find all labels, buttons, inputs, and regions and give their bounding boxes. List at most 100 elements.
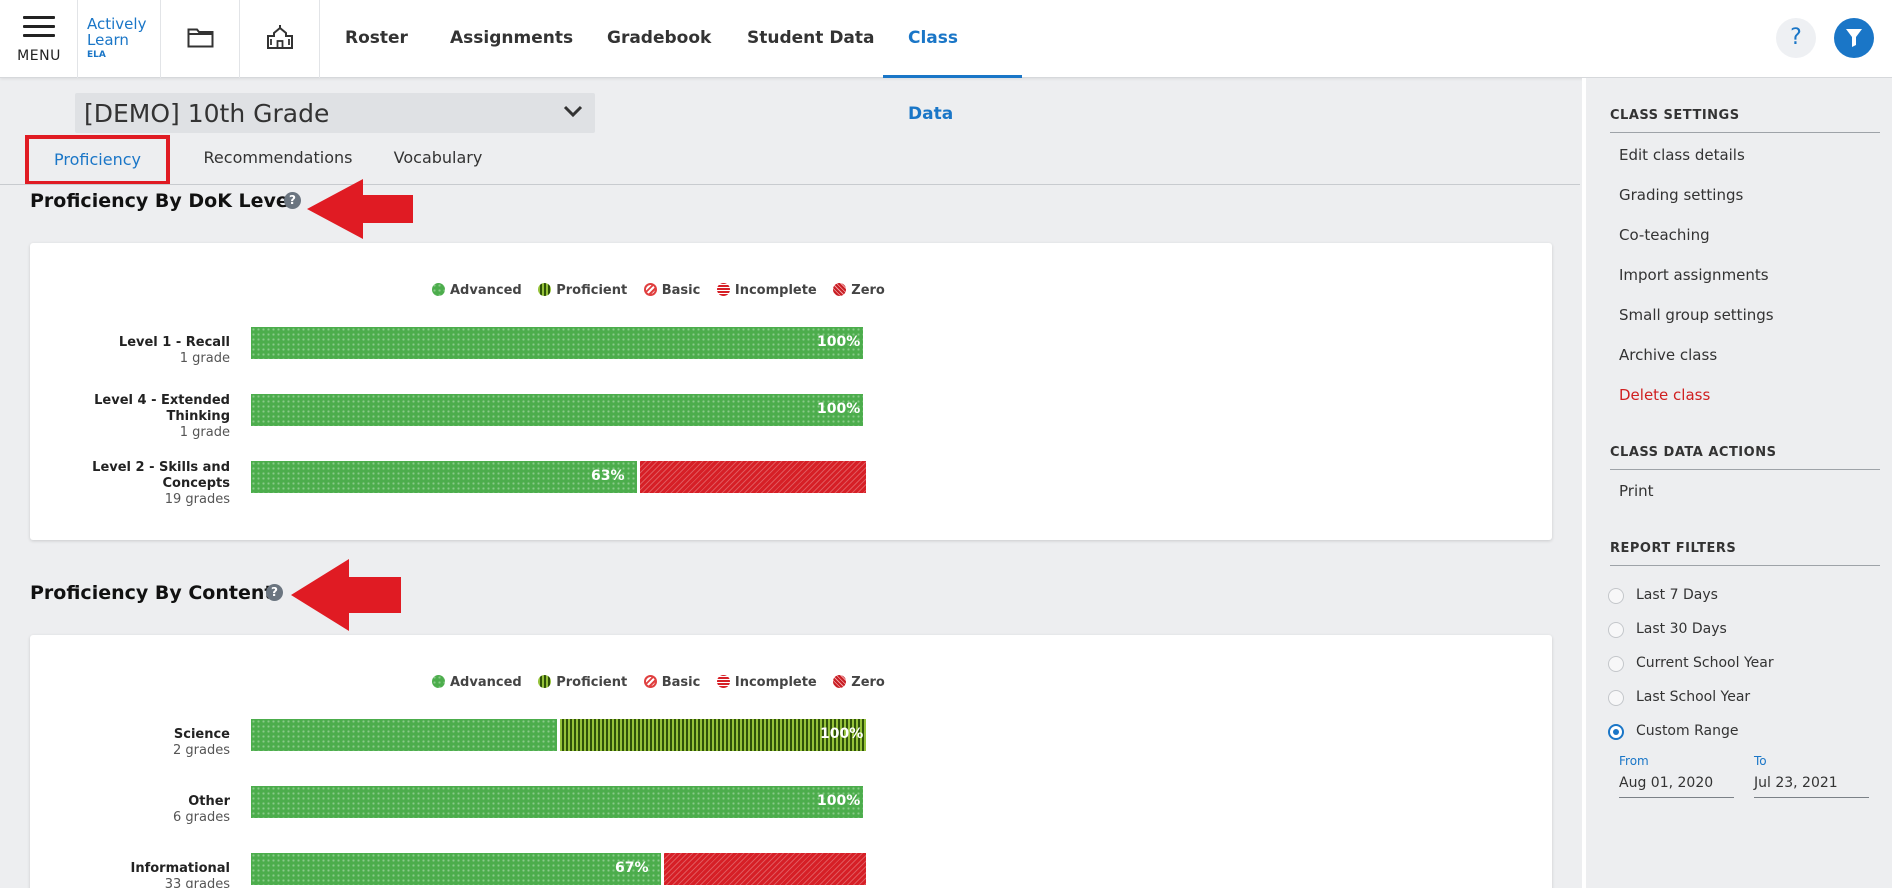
nav-gradebook[interactable]: Gradebook — [607, 28, 712, 48]
from-date-field[interactable]: Aug 01, 2020 — [1619, 775, 1734, 798]
legend-item-zero[interactable]: Zero — [833, 675, 885, 690]
filter-last-7-days-radio[interactable] — [1608, 588, 1624, 604]
legend-item-basic[interactable]: Basic — [643, 675, 700, 690]
tab-recommendations[interactable]: Recommendations — [203, 148, 353, 167]
tab-proficiency[interactable]: Proficiency — [25, 135, 170, 185]
dok-row-count: 1 grade — [179, 351, 230, 366]
content-row-count: 2 grades — [173, 743, 230, 758]
legend-item-advanced[interactable]: Advanced — [432, 675, 522, 690]
filter-last-school-year-radio[interactable] — [1608, 690, 1624, 706]
dok-bar[interactable]: 100% — [251, 394, 866, 426]
dok-row-label: Level 2 - Skills and Concepts 19 grades — [30, 460, 230, 508]
content-row-label: Other 6 grades — [30, 794, 230, 826]
dok-row-label: Level 4 - Extended Thinking 1 grade — [30, 393, 230, 441]
dok-legend: Advanced Proficient Basic Incomplete Zer… — [432, 283, 897, 298]
grading-settings-link[interactable]: Grading settings — [1619, 186, 1744, 204]
dok-section-title: Proficiency By DoK Level — [30, 190, 296, 212]
from-date-label: From — [1619, 754, 1649, 768]
content-row-count: 6 grades — [173, 810, 230, 825]
import-assignments-link[interactable]: Import assignments — [1619, 266, 1769, 284]
filter-last-7-days-label[interactable]: Last 7 Days — [1636, 587, 1718, 603]
content-bar[interactable]: 67% — [251, 853, 866, 885]
menu-button[interactable]: MENU — [0, 0, 78, 78]
filter-last-30-days-radio[interactable] — [1608, 622, 1624, 638]
content-bar[interactable]: 100% — [251, 719, 866, 751]
dok-bar[interactable]: 63% — [251, 461, 866, 493]
content-bar-segment-advanced[interactable] — [251, 853, 661, 885]
content-help-icon[interactable]: ? — [266, 584, 283, 601]
class-data-actions-heading: CLASS DATA ACTIONS — [1610, 445, 1880, 470]
library-button[interactable] — [162, 0, 240, 78]
delete-class-link[interactable]: Delete class — [1619, 386, 1711, 404]
red-arrow-annotation-icon — [307, 179, 413, 239]
content-row-count: 33 grades — [164, 877, 230, 888]
legend-item-incomplete[interactable]: Incomplete — [716, 675, 817, 690]
content-bar[interactable]: 100% — [251, 786, 866, 818]
help-button[interactable]: ? — [1776, 18, 1816, 58]
dok-row-count: 19 grades — [164, 492, 230, 507]
content-bar-percent-label: 100% — [820, 726, 864, 742]
legend-item-incomplete[interactable]: Incomplete — [716, 283, 817, 298]
filter-last-school-year-label[interactable]: Last School Year — [1636, 689, 1751, 705]
content-row-title: Informational — [130, 861, 231, 876]
filter-last-30-days-label[interactable]: Last 30 Days — [1636, 621, 1727, 637]
content-legend: Advanced Proficient Basic Incomplete Zer… — [432, 675, 897, 690]
filter-custom-range-label[interactable]: Custom Range — [1636, 723, 1739, 739]
dok-bar[interactable]: 100% — [251, 327, 866, 359]
dok-bar-segment-advanced[interactable] — [251, 461, 637, 493]
class-selector-dropdown[interactable]: [DEMO] 10th Grade — [75, 93, 595, 133]
content-row-label: Informational 33 grades — [30, 861, 231, 888]
to-date-field[interactable]: Jul 23, 2021 — [1754, 775, 1869, 798]
dok-row-title: Level 2 - Skills and Concepts — [92, 460, 230, 491]
content-proficiency-card: Advanced Proficient Basic Incomplete Zer… — [30, 635, 1552, 888]
folder-icon — [187, 28, 214, 48]
small-group-settings-link[interactable]: Small group settings — [1619, 306, 1774, 324]
legend-item-proficient[interactable]: Proficient — [538, 283, 627, 298]
co-teaching-link[interactable]: Co-teaching — [1619, 226, 1710, 244]
content-bar-percent-label: 100% — [817, 793, 861, 809]
school-button[interactable] — [240, 0, 320, 78]
dok-help-icon[interactable]: ? — [284, 192, 301, 209]
content-row-title: Science — [173, 727, 230, 742]
print-link[interactable]: Print — [1619, 482, 1654, 500]
content-row-label: Science 2 grades — [30, 727, 230, 759]
nav-student-data[interactable]: Student Data — [747, 28, 875, 48]
legend-item-advanced[interactable]: Advanced — [432, 283, 522, 298]
filter-custom-range-radio[interactable] — [1608, 724, 1624, 740]
red-arrow-annotation-icon — [291, 559, 401, 631]
content-bar-segment-proficient[interactable] — [560, 719, 866, 751]
dok-bar-percent-label: 100% — [817, 334, 861, 350]
nav-class-data[interactable]: Class Data — [883, 0, 1022, 124]
edit-class-details-link[interactable]: Edit class details — [1619, 146, 1745, 164]
content-bar-segment-advanced[interactable] — [251, 786, 863, 818]
content-bar-segment-advanced[interactable] — [251, 719, 557, 751]
logo-line-3: ELA — [87, 50, 106, 60]
legend-item-zero[interactable]: Zero — [833, 283, 885, 298]
content-bar-percent-label: 67% — [615, 860, 649, 876]
dok-bar-segment-advanced[interactable] — [251, 327, 863, 359]
tabs-divider — [0, 184, 1580, 185]
dok-bar-percent-label: 63% — [591, 468, 625, 484]
tab-vocabulary[interactable]: Vocabulary — [393, 148, 483, 167]
class-selector-value: [DEMO] 10th Grade — [84, 99, 330, 128]
legend-item-basic[interactable]: Basic — [643, 283, 700, 298]
filter-button[interactable] — [1834, 18, 1874, 58]
actively-learn-logo[interactable]: Actively Learn ELA — [79, 0, 161, 78]
class-settings-heading: CLASS SETTINGS — [1610, 108, 1880, 133]
archive-class-link[interactable]: Archive class — [1619, 346, 1718, 364]
dok-row-title: Level 1 - Recall — [118, 335, 230, 350]
filter-current-school-year-radio[interactable] — [1608, 656, 1624, 672]
nav-roster[interactable]: Roster — [345, 28, 408, 48]
dok-bar-segment-advanced[interactable] — [251, 394, 863, 426]
filter-funnel-icon — [1846, 29, 1862, 47]
top-navigation-bar: MENU Actively Learn ELA Roster Assignmen… — [0, 0, 1892, 124]
menu-label: MENU — [17, 48, 61, 64]
class-data-tabs: Proficiency Recommendations Vocabulary — [25, 135, 498, 185]
logo-line-2: Learn — [87, 31, 129, 49]
legend-item-proficient[interactable]: Proficient — [538, 675, 627, 690]
content-section-title: Proficiency By Content — [30, 582, 274, 604]
filter-current-school-year-label[interactable]: Current School Year — [1636, 655, 1774, 671]
content-bar-segment-incomplete[interactable] — [664, 853, 866, 885]
dok-bar-segment-incomplete[interactable] — [640, 461, 866, 493]
nav-assignments[interactable]: Assignments — [450, 28, 574, 48]
